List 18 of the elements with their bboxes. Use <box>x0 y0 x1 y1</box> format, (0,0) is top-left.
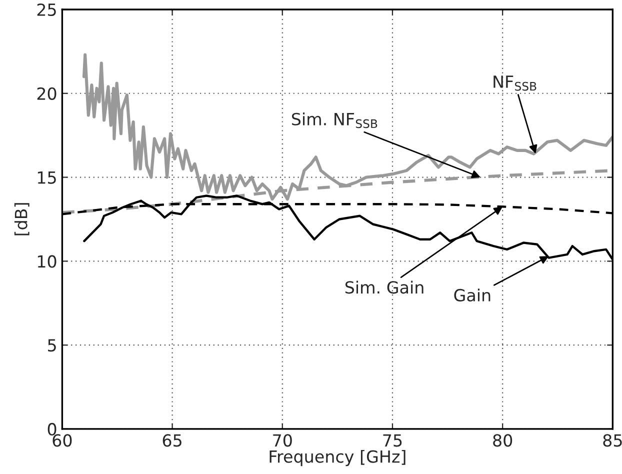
x-tick-label: 85 <box>603 434 622 447</box>
y-tick-label: 15 <box>38 171 56 184</box>
y-tick-label: 0 <box>48 422 56 436</box>
x-tick-label: 60 <box>52 434 72 447</box>
annotation: Gain <box>454 288 490 302</box>
y-tick-label: 25 <box>37 3 56 16</box>
annotation: Sim. Gain <box>345 280 424 294</box>
y-tick-label: 5 <box>48 339 56 352</box>
y-tick-label: 20 <box>37 87 56 100</box>
y-tick-label: 10 <box>38 255 56 268</box>
x-tick-label: 65 <box>162 434 182 447</box>
x-axis-title: Frequency [GHz] <box>270 450 406 466</box>
x-tick-label: 80 <box>493 434 512 447</box>
x-tick-label: 75 <box>383 434 402 447</box>
annotation: NF$_{SSB}$ <box>494 76 536 91</box>
y-axis-title: [dB] <box>14 203 30 236</box>
x-tick-label: 70 <box>273 434 292 447</box>
annotation: Sim. NF$_{SSB}$ <box>292 112 378 128</box>
